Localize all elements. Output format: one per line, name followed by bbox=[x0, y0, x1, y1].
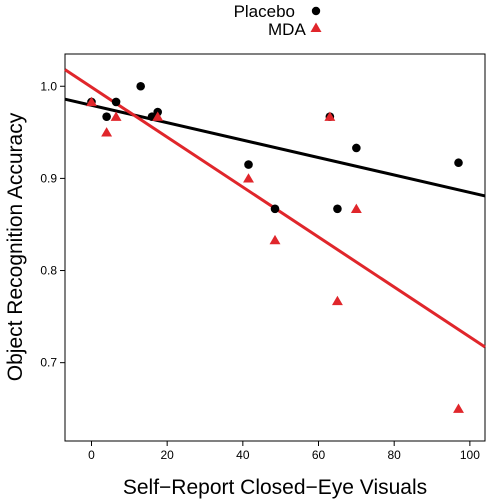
point-mda bbox=[324, 111, 336, 121]
point-placebo bbox=[111, 97, 121, 107]
legend-marker-placebo bbox=[311, 6, 321, 16]
y-tick-label: 0.9 bbox=[40, 171, 57, 185]
point-mda bbox=[453, 403, 464, 413]
point-placebo bbox=[136, 81, 145, 91]
point-placebo bbox=[102, 112, 111, 121]
point-placebo bbox=[454, 158, 463, 168]
point-mda bbox=[269, 234, 281, 245]
data-points bbox=[86, 81, 464, 413]
plot-frame bbox=[64, 53, 486, 442]
point-mda bbox=[350, 203, 362, 213]
x-axis-title: Self−Report Closed−Eye Visuals bbox=[123, 476, 427, 499]
point-mda bbox=[110, 111, 122, 121]
legend: Placebo MDA bbox=[234, 2, 322, 39]
point-placebo bbox=[244, 160, 253, 169]
y-tick-label: 1.0 bbox=[40, 79, 57, 93]
legend-label-placebo: Placebo bbox=[234, 2, 295, 21]
x-axis: 0 20 40 60 80 100 bbox=[88, 441, 480, 462]
point-mda bbox=[86, 96, 97, 107]
x-tick-label: 20 bbox=[160, 448, 174, 462]
x-tick-label: 80 bbox=[388, 448, 402, 462]
point-mda bbox=[331, 295, 343, 306]
y-axis: 0.7 0.8 0.9 1.0 bbox=[40, 79, 65, 370]
x-tick-label: 40 bbox=[236, 448, 250, 462]
y-axis-title: Object Recognition Accuracy bbox=[4, 112, 27, 381]
fit-line-placebo bbox=[64, 97, 486, 198]
legend-marker-mda bbox=[310, 22, 322, 32]
point-placebo bbox=[270, 204, 280, 214]
point-mda bbox=[243, 173, 254, 183]
point-mda bbox=[152, 111, 164, 121]
point-mda bbox=[101, 127, 113, 137]
x-tick-label: 0 bbox=[88, 448, 95, 462]
x-tick-label: 60 bbox=[312, 448, 326, 462]
y-tick-label: 0.7 bbox=[40, 356, 57, 370]
x-tick-label: 100 bbox=[460, 448, 480, 462]
y-tick-label: 0.8 bbox=[40, 264, 57, 278]
legend-label-mda: MDA bbox=[268, 20, 306, 39]
point-placebo bbox=[333, 204, 342, 214]
point-placebo bbox=[352, 143, 361, 153]
